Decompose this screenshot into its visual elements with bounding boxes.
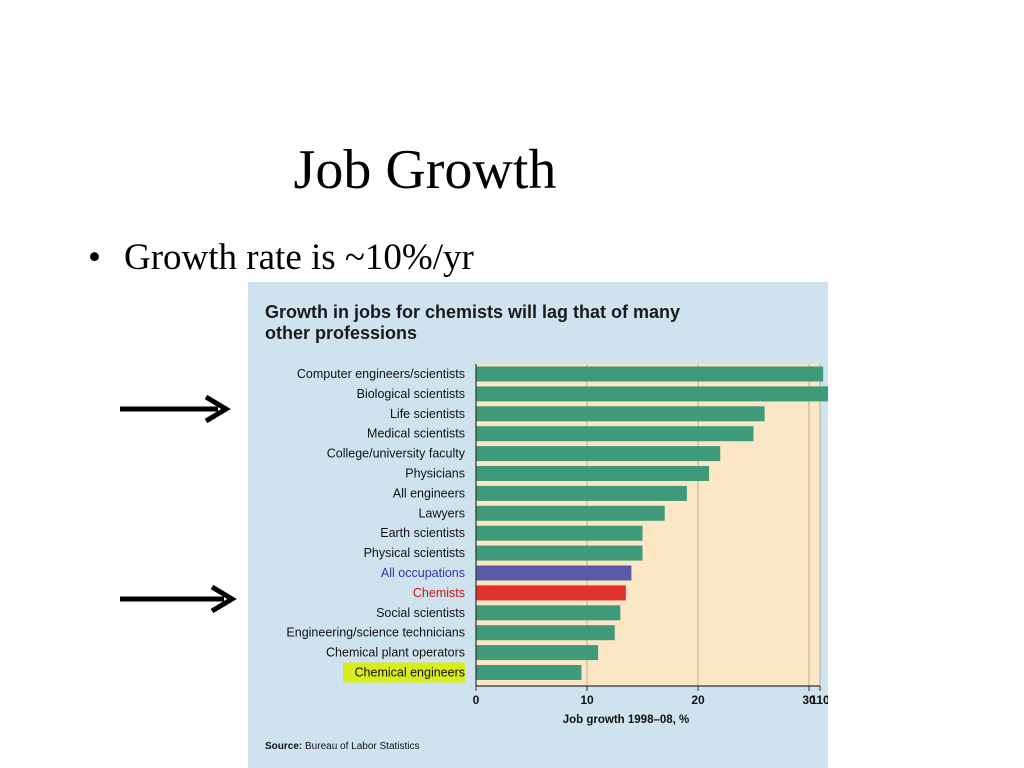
x-tick-label: 100 — [826, 693, 828, 707]
category-label: Earth scientists — [380, 526, 465, 540]
category-label: Chemical engineers — [355, 666, 465, 680]
bar — [476, 645, 599, 661]
slide-title: Job Growth — [293, 139, 557, 201]
bar — [476, 466, 710, 481]
bar — [476, 446, 721, 462]
bullet-dot-icon: • — [88, 237, 101, 278]
bar — [476, 505, 665, 521]
bar — [476, 545, 643, 561]
bar — [476, 525, 643, 541]
x-tick-label: 20 — [691, 693, 705, 707]
chart-title: Growth in jobs for chemists will lag tha… — [265, 302, 681, 343]
x-axis-title: Job growth 1998–08, % — [563, 714, 690, 726]
bar — [476, 426, 754, 442]
category-label: Chemical plant operators — [326, 646, 465, 660]
category-label: Medical scientists — [367, 427, 465, 441]
category-label: Physicians — [405, 467, 465, 481]
x-tick-label: 110 — [810, 693, 828, 707]
x-tick-label: 30 — [802, 693, 816, 707]
bar — [476, 366, 824, 382]
category-label: College/university faculty — [327, 447, 466, 461]
bar — [476, 585, 626, 601]
chart-source: Source: Bureau of Labor Statistics — [265, 741, 420, 752]
chart-figure: Computer engineers/scientists Biological … — [248, 282, 828, 768]
arrow-right-icon — [120, 584, 237, 614]
x-tick-label: 0 — [473, 693, 480, 707]
source-label: Source: — [265, 741, 303, 752]
category-label: All occupations — [381, 566, 465, 580]
category-label: Lawyers — [418, 506, 465, 520]
category-label: Life scientists — [390, 407, 465, 421]
bar — [476, 386, 828, 402]
category-label: Social scientists — [376, 606, 465, 620]
bar — [476, 605, 621, 621]
highlight-marker — [343, 662, 465, 683]
category-label: All engineers — [393, 486, 465, 500]
bar — [476, 665, 582, 680]
bar — [476, 565, 632, 581]
arrow-right-icon — [120, 394, 231, 424]
bar — [476, 485, 687, 501]
source-text: Bureau of Labor Statistics — [305, 741, 420, 752]
category-label: Engineering/science technicians — [286, 626, 465, 640]
x-tick-label: 10 — [580, 693, 594, 707]
bullet-item: • Growth rate is ~10%/yr — [88, 236, 474, 280]
category-label: Physical scientists — [364, 546, 465, 560]
bar-chart: Computer engineers/scientists Biological … — [286, 364, 828, 726]
category-label: Biological scientists — [357, 387, 465, 401]
bar — [476, 625, 615, 641]
bar — [476, 406, 765, 422]
category-label: Chemists — [413, 586, 465, 600]
bullet-text: Growth rate is ~10%/yr — [124, 237, 474, 278]
category-label: Computer engineers/scientists — [297, 367, 465, 381]
